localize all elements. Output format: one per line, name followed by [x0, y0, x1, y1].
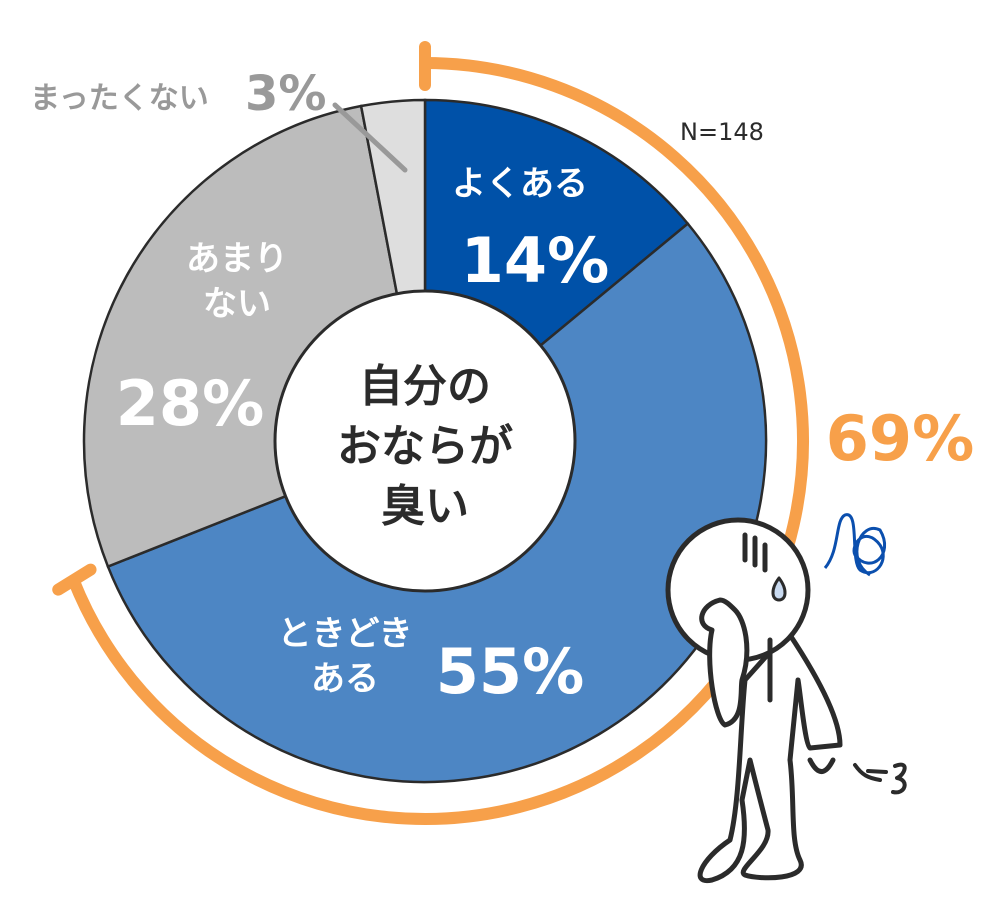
- worried-person-illustration: [665, 517, 907, 884]
- category-label: ある: [311, 659, 379, 699]
- category-label: まったくない: [30, 81, 209, 116]
- category-label: あまり: [186, 239, 288, 279]
- sample-size-note: N=148: [680, 118, 764, 146]
- value-label: 28%: [116, 367, 264, 440]
- callout-line: [332, 102, 408, 173]
- center-label-line: おならが: [337, 421, 513, 472]
- value-label: 55%: [436, 635, 584, 708]
- center-label-line: 臭い: [381, 481, 469, 532]
- category-label: ない: [203, 284, 271, 324]
- category-label: よくある: [452, 164, 588, 204]
- center-label-line: 自分の: [359, 361, 491, 412]
- category-label: ときどき: [278, 614, 413, 654]
- bracket-end-tick: [52, 563, 97, 596]
- value-label: 3%: [245, 66, 327, 122]
- scribble-icon: [823, 513, 887, 577]
- value-label: 14%: [461, 224, 609, 297]
- bracket-label: 69%: [826, 402, 974, 475]
- donut-hole: [273, 289, 577, 593]
